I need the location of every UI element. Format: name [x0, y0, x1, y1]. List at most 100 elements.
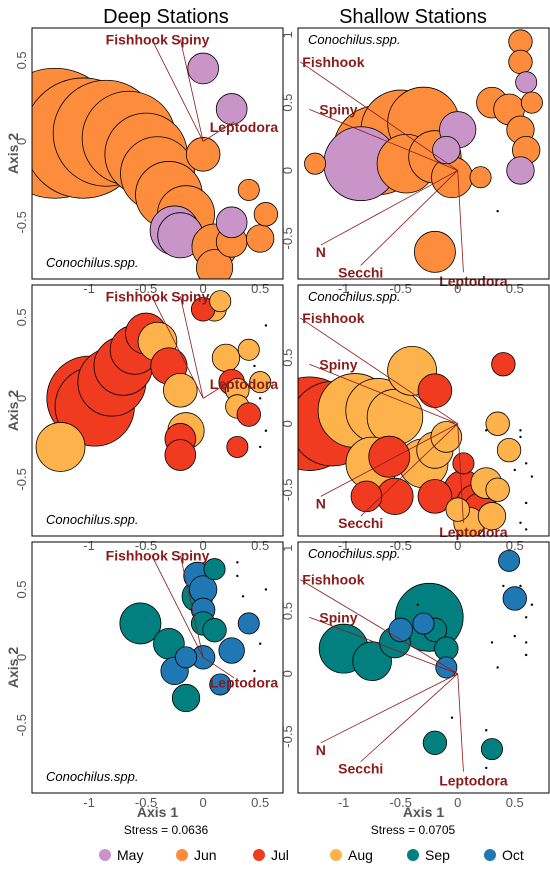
- vector-arrow: [360, 170, 459, 266]
- x-tick-label: 0.5: [251, 281, 269, 296]
- vector-arrow: [202, 656, 235, 679]
- data-point: [524, 653, 528, 657]
- data-point: [412, 612, 435, 635]
- x-tick-label: -1: [83, 795, 95, 810]
- legend-label: Jul: [271, 847, 289, 863]
- data-point: [195, 249, 234, 279]
- data-point: [237, 178, 260, 201]
- panel-0-0: Fishhook Spiny Leptodora Conochilus.spp. -1 -…: [5, 27, 284, 296]
- data-point: [513, 468, 516, 472]
- vector-arrow: [151, 296, 204, 399]
- data-point: [508, 49, 533, 75]
- data-point: [491, 352, 516, 377]
- data-point: [452, 452, 475, 475]
- legend-label: Oct: [502, 847, 524, 863]
- data-point: [388, 617, 413, 643]
- panel-frame: [31, 541, 284, 794]
- data-point: [246, 224, 275, 253]
- data-point: [209, 290, 232, 313]
- points-layer: [300, 549, 534, 772]
- y-tick-label: 0: [14, 654, 29, 661]
- data-point: [524, 528, 528, 531]
- vector-arrow: [309, 109, 458, 171]
- data-point: [253, 669, 256, 673]
- data-point: [416, 603, 419, 606]
- data-point: [530, 603, 534, 606]
- data-point: [430, 421, 463, 453]
- data-point: [432, 135, 461, 165]
- data-point: [417, 479, 453, 514]
- x-tick-label: -1: [83, 538, 95, 553]
- vector-label: N: [316, 742, 326, 758]
- data-point: [530, 475, 534, 478]
- species-label: Conochilus.spp.: [46, 255, 139, 270]
- legend-swatch: [407, 849, 419, 861]
- y-axis-label: Axis 2: [5, 647, 21, 688]
- month-legend: May Jun Jul Aug Sep Oct: [99, 847, 524, 863]
- data-point: [413, 230, 456, 273]
- data-point: [236, 561, 239, 564]
- vector-label: Leptodora: [439, 273, 508, 289]
- data-point: [253, 364, 256, 368]
- vector-label: Leptodora: [210, 119, 279, 135]
- panel-frame: [31, 284, 284, 537]
- vector-label: Secchi: [338, 761, 383, 777]
- species-label: Conochilus.spp.: [308, 32, 401, 47]
- data-point: [236, 402, 261, 427]
- vector-label: Fishhook: [106, 548, 168, 564]
- data-point: [35, 422, 86, 472]
- y-tick-label: 0.5: [14, 580, 29, 598]
- data-point: [485, 729, 488, 732]
- legend-swatch: [330, 849, 342, 861]
- panel-frame: [297, 541, 550, 794]
- vector-label: Fishhook: [302, 310, 364, 326]
- vector-arrow: [202, 121, 235, 142]
- points-layer: [119, 555, 268, 713]
- panel-1-0: Fishhook Spiny Leptodora Conochilus.spp. -1 -…: [5, 284, 284, 553]
- y-tick-label: -0.5: [280, 479, 295, 501]
- vector-label: N: [316, 244, 326, 260]
- species-label: Conochilus.spp.: [46, 769, 139, 784]
- data-point: [215, 206, 248, 239]
- data-point: [506, 156, 535, 185]
- vector-label: Leptodora: [210, 376, 279, 392]
- points-layer: [298, 317, 534, 536]
- data-point: [237, 612, 260, 635]
- data-point: [202, 618, 227, 643]
- data-point: [469, 166, 492, 189]
- panel-2-0: Fishhook Spiny Leptodora Conochilus.spp. -1 -…: [5, 541, 284, 820]
- y-tick-label: 0: [280, 670, 295, 677]
- y-tick-label: 1: [280, 545, 295, 552]
- data-point: [519, 521, 522, 524]
- data-point: [209, 673, 232, 696]
- vector-label: Fishhook: [106, 31, 168, 47]
- panel-grid: Fishhook Spiny Leptodora Conochilus.spp. -1 -…: [5, 27, 550, 820]
- y-tick-label: -0.5: [280, 725, 295, 747]
- y-tick-label: 0: [14, 395, 29, 402]
- data-point: [524, 616, 528, 619]
- data-point: [519, 584, 522, 588]
- data-point: [249, 371, 272, 394]
- vector-arrow: [300, 579, 458, 675]
- points-layer: [300, 29, 543, 273]
- data-point: [211, 343, 241, 373]
- data-point: [515, 71, 538, 94]
- data-point: [352, 641, 392, 682]
- vector-label: Spiny: [319, 356, 357, 372]
- data-point: [203, 558, 226, 581]
- data-point: [366, 388, 424, 446]
- vector-arrow: [320, 170, 458, 246]
- vector-arrow: [320, 673, 458, 744]
- x-tick-label: -1: [338, 281, 350, 296]
- legend-label: May: [117, 847, 143, 863]
- data-point: [164, 439, 197, 471]
- vector-label: Leptodora: [439, 773, 508, 789]
- legend-swatch: [99, 849, 111, 861]
- x-tick-label: 0: [200, 795, 207, 810]
- x-axis-label: Axis 1: [137, 804, 178, 820]
- data-point: [215, 93, 248, 125]
- x-tick-label: 0: [454, 281, 461, 296]
- x-tick-label: 0.5: [506, 795, 524, 810]
- legend-label: Jun: [194, 847, 217, 863]
